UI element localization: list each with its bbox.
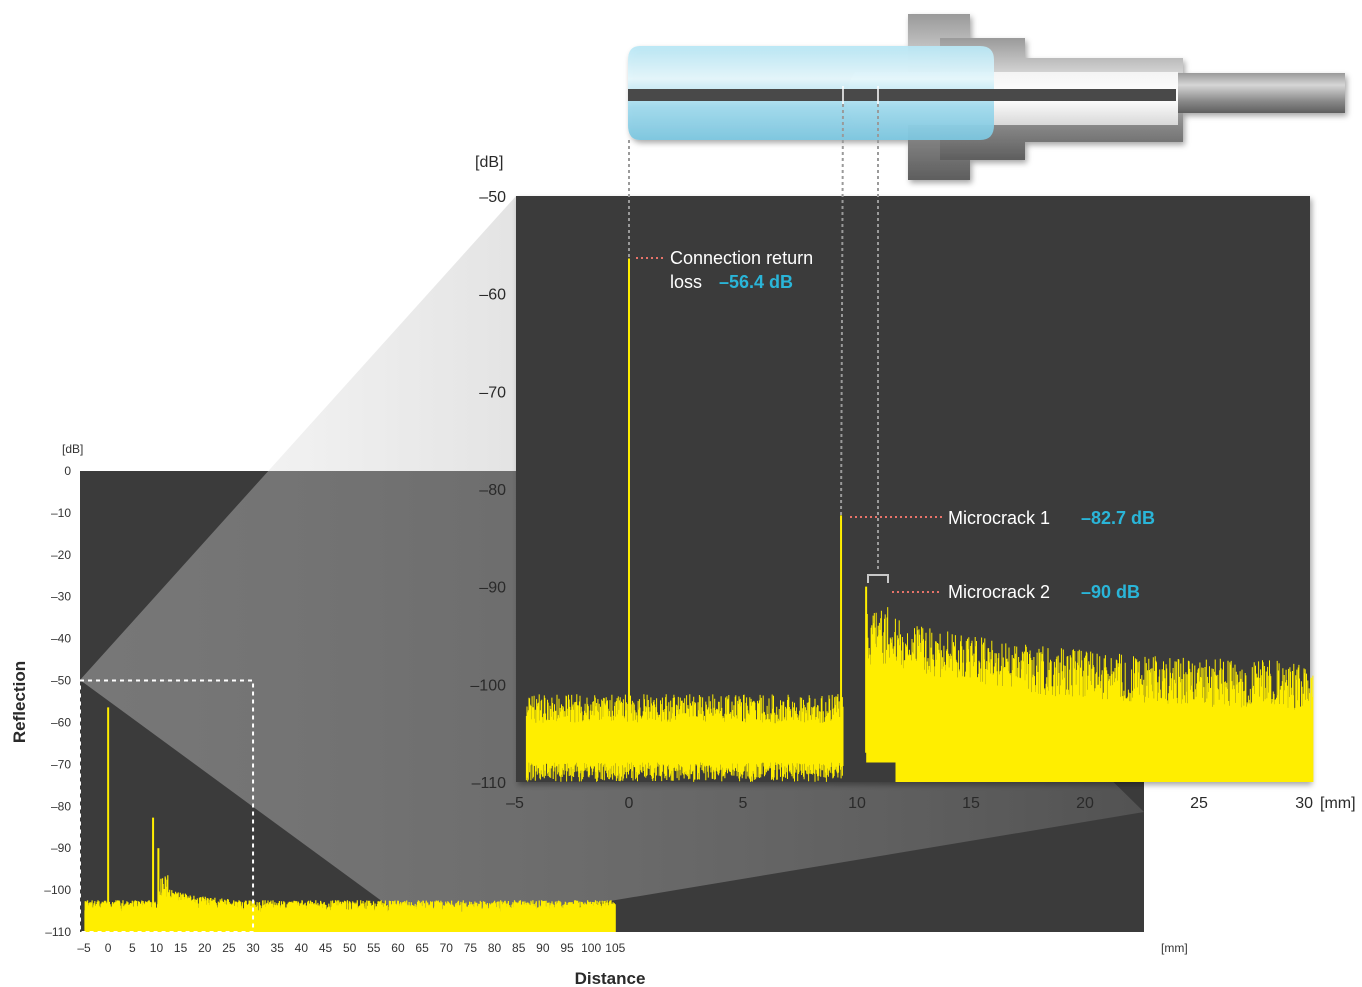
overview-y-tick-label: –110 (45, 925, 71, 939)
overview-x-tick-label: 30 (246, 941, 260, 955)
overview-x-tick-label: 45 (319, 941, 333, 955)
overview-x-tick-label: 15 (174, 941, 188, 955)
overview-x-axis-title: Distance (575, 969, 646, 987)
zoom-y-tick-label: –90 (479, 580, 506, 597)
zoom-y-tick-label: –80 (479, 482, 506, 499)
overview-x-tick-label: 20 (198, 941, 212, 955)
zoom-x-tick-label: 20 (1076, 795, 1094, 812)
overview-x-tick-label: 50 (343, 941, 357, 955)
zoom-x-tick-label: 25 (1190, 795, 1208, 812)
overview-y-tick-label: –30 (51, 590, 71, 604)
zoom-y-tick-label: –60 (479, 287, 506, 304)
overview-y-tick-label: –80 (51, 799, 71, 813)
overview-x-tick-label: 100 (581, 941, 601, 955)
annotations: Connection return loss –56.4 dB Microcra… (636, 248, 1155, 602)
connector-cable (1175, 73, 1345, 113)
overview-y-axis-title: Reflection (10, 661, 29, 743)
annotation-microcrack-1-label: Microcrack 1 (948, 508, 1050, 528)
overview-x-tick-label: 5 (129, 941, 136, 955)
annotation-return-loss-value: –56.4 dB (719, 272, 793, 292)
overview-x-tick-label: 105 (605, 941, 625, 955)
overview-y-ticks: 0 –10 –20 –30 –40 –50 –60 –70 –80 –90 –100 –110 (44, 464, 71, 939)
zoom-x-tick-label: 30 (1295, 795, 1313, 812)
overview-x-tick-label: 80 (488, 941, 502, 955)
zoom-x-tick-label: 10 (848, 795, 866, 812)
overview-x-tick-label: 95 (560, 941, 574, 955)
overview-y-tick-label: –90 (51, 841, 71, 855)
overview-y-tick-label: 0 (64, 464, 71, 478)
overview-y-tick-label: –50 (51, 674, 71, 688)
guide-line (840, 103, 844, 516)
zoom-x-tick-label: 15 (962, 795, 980, 812)
zoom-y-unit: [dB] (475, 154, 503, 171)
overview-x-tick-label: 10 (150, 941, 164, 955)
overview-x-tick-label: 55 (367, 941, 381, 955)
overview-y-tick-label: –70 (51, 757, 71, 771)
annotation-microcrack-2-value: –90 dB (1081, 582, 1140, 602)
zoom-y-tick-label: –70 (479, 384, 506, 401)
zoom-y-tick-label: –50 (479, 189, 506, 206)
annotation-return-loss-label: Connection return (670, 248, 813, 268)
guide-lines (628, 103, 879, 572)
overview-x-tick-label: 25 (222, 941, 236, 955)
overview-x-tick-label: 70 (440, 941, 454, 955)
zoom-noise-trace (525, 607, 1314, 782)
overview-x-tick-label: 65 (415, 941, 429, 955)
zoom-x-tick-label: 0 (625, 795, 634, 812)
overview-y-unit: [dB] (62, 442, 83, 456)
annotation-return-loss-label-2: loss (670, 272, 702, 292)
zoom-x-tick-label: 5 (739, 795, 748, 812)
zoom-region-marker (79, 679, 255, 934)
zoom-y-ticks: –50 –60 –70 –80 –90 –100 –110 (470, 189, 506, 792)
annotation-microcrack-1-value: –82.7 dB (1081, 508, 1155, 528)
zoom-trace (525, 258, 1314, 782)
overview-trace (84, 707, 616, 932)
overview-y-tick-label: –20 (51, 548, 71, 562)
overview-x-tick-label: 90 (536, 941, 550, 955)
overview-x-tick-label: 60 (391, 941, 405, 955)
overview-x-ticks: –5 0 5 10 15 20 25 30 35 40 45 50 55 60 65 70 75 80 85 90 95… (77, 941, 625, 955)
overview-x-tick-label: 40 (295, 941, 309, 955)
zoom-x-tick-label: –5 (506, 795, 524, 812)
overview-y-tick-label: –40 (51, 632, 71, 646)
connector-fiber-core (628, 89, 1176, 101)
overview-noise-trace (84, 875, 616, 932)
zoom-x-ticks: –5 0 5 10 15 20 25 30 (506, 795, 1313, 812)
overview-x-tick-label: –5 (77, 941, 91, 955)
overview-x-tick-label: 35 (271, 941, 285, 955)
overview-x-tick-label: 75 (464, 941, 478, 955)
zoom-y-tick-label: –100 (470, 677, 506, 694)
overview-x-unit: [mm] (1161, 941, 1188, 955)
connector-diagram (628, 14, 1345, 180)
overview-y-tick-label: –10 (51, 506, 71, 520)
overview-x-tick-label: 0 (105, 941, 112, 955)
overview-y-tick-label: –60 (51, 715, 71, 729)
annotation-microcrack-2-label: Microcrack 2 (948, 582, 1050, 602)
overview-x-tick-label: 85 (512, 941, 526, 955)
annotation-bracket-microcrack-2 (867, 574, 889, 583)
zoom-y-tick-label: –110 (472, 775, 507, 792)
overview-y-tick-label: –100 (44, 883, 71, 897)
zoom-x-unit: [mm] (1320, 795, 1356, 812)
zoom-panel: –50–60–70–80–90–100–110 –5 0 5 10 15 20 25 30 [… (470, 154, 1355, 812)
